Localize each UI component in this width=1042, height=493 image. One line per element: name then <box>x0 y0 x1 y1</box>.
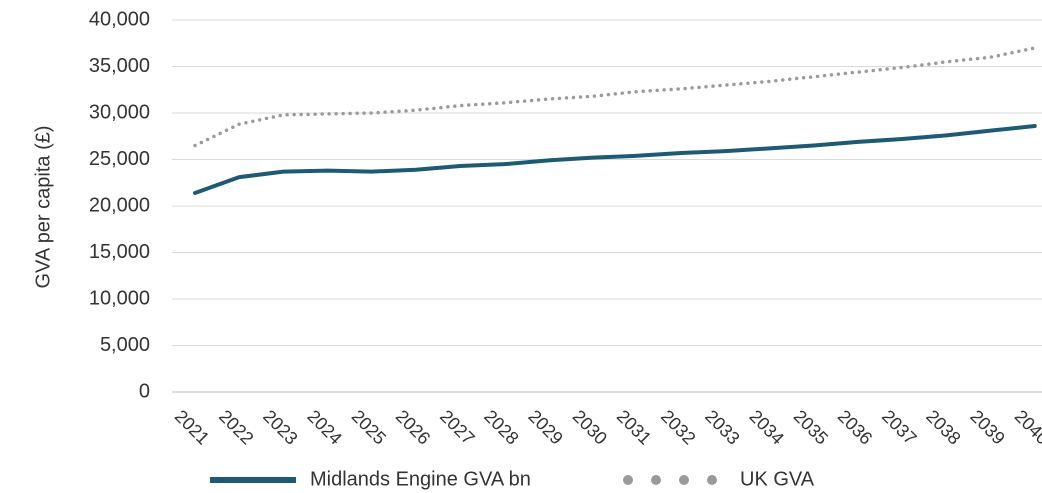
y-tick-label: 40,000 <box>89 8 150 30</box>
x-tick-label: 2022 <box>215 406 257 448</box>
x-tick-label: 2040 <box>1011 406 1042 448</box>
legend-label: UK GVA <box>740 468 815 490</box>
x-tick-label: 2029 <box>524 406 566 448</box>
x-tick-label: 2021 <box>171 406 213 448</box>
x-tick-label: 2034 <box>745 406 787 448</box>
y-tick-label: 35,000 <box>89 55 150 77</box>
legend-swatch <box>651 475 661 485</box>
series-line <box>193 46 1037 148</box>
x-tick-label: 2035 <box>790 406 832 448</box>
legend-label: Midlands Engine GVA bn <box>310 468 531 490</box>
x-tick-label: 2031 <box>613 406 655 448</box>
y-axis-label: GVA per capita (£) <box>32 125 54 288</box>
y-tick-label: 0 <box>139 380 150 402</box>
y-tick-label: 15,000 <box>89 241 150 263</box>
x-tick-label: 2030 <box>569 406 611 448</box>
x-tick-label: 2023 <box>259 406 301 448</box>
y-tick-label: 10,000 <box>89 287 150 309</box>
x-tick-label: 2036 <box>834 406 876 448</box>
y-tick-label: 30,000 <box>89 101 150 123</box>
x-tick-label: 2038 <box>922 406 964 448</box>
x-tick-label: 2039 <box>966 406 1008 448</box>
x-tick-label: 2025 <box>348 406 390 448</box>
x-tick-label: 2026 <box>392 406 434 448</box>
x-tick-label: 2027 <box>436 406 478 448</box>
legend-swatch <box>623 475 633 485</box>
series-line <box>193 124 1037 195</box>
legend-swatch <box>707 475 717 485</box>
x-tick-label: 2028 <box>480 406 522 448</box>
x-tick-label: 2033 <box>701 406 743 448</box>
y-tick-label: 5,000 <box>100 334 150 356</box>
y-tick-label: 25,000 <box>89 148 150 170</box>
y-tick-label: 20,000 <box>89 194 150 216</box>
legend-swatch <box>679 475 689 485</box>
x-tick-label: 2037 <box>878 406 920 448</box>
x-tick-label: 2032 <box>657 406 699 448</box>
x-tick-label: 2024 <box>303 406 345 448</box>
